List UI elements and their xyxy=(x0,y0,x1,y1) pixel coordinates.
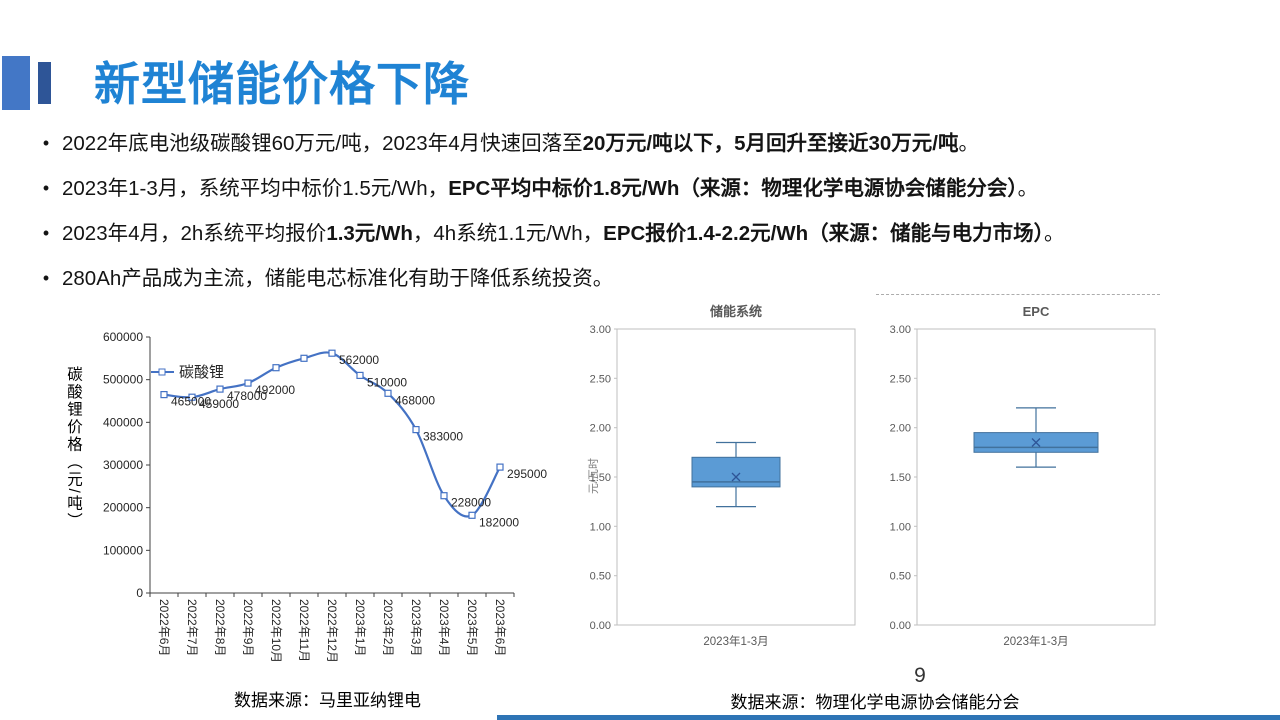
y-axis-labels: 0.00 0.50 1.00 1.50 2.00 2.50 3.00 xyxy=(590,324,611,632)
svg-text:0.50: 0.50 xyxy=(890,571,911,583)
svg-text:2022年10月: 2022年10月 xyxy=(269,599,283,663)
svg-text:2.50: 2.50 xyxy=(890,373,911,385)
svg-text:2022年6月: 2022年6月 xyxy=(157,599,171,656)
bullet-item: • 280Ah产品成为主流，储能电芯标准化有助于降低系统投资。 xyxy=(30,263,1270,294)
bullet-list: • 2022年底电池级碳酸锂60万元/吨，2023年4月快速回落至20万元/吨以下… xyxy=(30,128,1270,308)
lithium-source-caption: 数据来源：马里亚纳锂电 xyxy=(234,691,421,710)
svg-text:400000: 400000 xyxy=(103,415,143,429)
bullet-text: 2022年底电池级碳酸锂60万元/吨，2023年4月快速回落至20万元/吨以下，… xyxy=(62,132,980,155)
bullet-item: • 2022年底电池级碳酸锂60万元/吨，2023年4月快速回落至20万元/吨以下… xyxy=(30,128,1270,159)
svg-text:459000: 459000 xyxy=(199,397,239,411)
axis-ticks xyxy=(914,328,917,626)
legend: 碳酸锂 xyxy=(151,364,224,381)
svg-text:2.00: 2.00 xyxy=(890,423,911,435)
chart-placeholder-border xyxy=(876,294,1160,295)
axis-ticks xyxy=(614,328,617,626)
svg-text:300000: 300000 xyxy=(103,458,143,472)
svg-text:510000: 510000 xyxy=(367,375,407,389)
legend-label: 碳酸锂 xyxy=(179,364,224,381)
page-title: 新型储能价格下降 xyxy=(94,58,470,110)
boxplot-source-caption: 数据来源：物理化学电源协会储能分会 xyxy=(730,693,1020,712)
accent-bar-primary xyxy=(2,56,30,110)
bullet-item: • 2023年4月，2h系统平均报价1.3元/Wh，4h系统1.1元/Wh，EPC… xyxy=(30,218,1270,249)
svg-text:562000: 562000 xyxy=(339,353,379,367)
svg-text:2023年1月: 2023年1月 xyxy=(353,599,367,656)
bullet-text: 2023年1-3月，系统平均中标价1.5元/Wh，EPC平均中标价1.8元/Wh… xyxy=(62,177,1039,200)
bullet-item: • 2023年1-3月，系统平均中标价1.5元/Wh，EPC平均中标价1.8元/W… xyxy=(30,173,1270,204)
svg-text:2023年5月: 2023年5月 xyxy=(465,599,479,656)
svg-text:182000: 182000 xyxy=(479,515,519,529)
axis-ticks xyxy=(146,336,515,597)
whiskers xyxy=(716,441,756,508)
svg-text:295000: 295000 xyxy=(507,467,547,481)
chart-title: 储能系统 xyxy=(709,304,762,319)
chart-title: EPC xyxy=(1023,304,1050,319)
svg-text:465000: 465000 xyxy=(171,395,211,409)
svg-text:600000: 600000 xyxy=(103,330,143,344)
svg-text:2022年8月: 2022年8月 xyxy=(213,599,227,656)
bullet-marker: • xyxy=(42,133,50,153)
mean-marker xyxy=(731,472,741,482)
svg-text:3.00: 3.00 xyxy=(590,324,611,336)
svg-text:478000: 478000 xyxy=(227,389,267,403)
svg-text:2023年3月: 2023年3月 xyxy=(409,599,423,656)
mean-marker xyxy=(1031,438,1041,447)
svg-text:0: 0 xyxy=(136,586,143,600)
svg-text:2.50: 2.50 xyxy=(590,373,611,385)
lithium-price-chart: 0 100000 200000 300000 400000 500000 600000 202… xyxy=(103,330,547,663)
y-axis-title: 元/瓦时 xyxy=(587,458,600,494)
svg-text:2022年11月: 2022年11月 xyxy=(297,599,311,662)
bullet-marker: • xyxy=(42,178,50,198)
svg-text:228000: 228000 xyxy=(451,496,491,510)
svg-text:2023年6月: 2023年6月 xyxy=(493,599,507,656)
svg-text:0.00: 0.00 xyxy=(890,620,911,632)
x-category-label: 2023年1-3月 xyxy=(703,634,768,648)
svg-text:100000: 100000 xyxy=(103,543,143,557)
svg-text:383000: 383000 xyxy=(423,430,463,444)
accent-bar-secondary xyxy=(38,62,51,104)
epc-boxplot: 0.00 0.50 1.00 1.50 2.00 2.50 3.00 EPC 2023年1-3月 xyxy=(890,304,1156,648)
svg-text:1.00: 1.00 xyxy=(890,521,911,533)
lithium-y-axis-title: 碳酸锂价格（元/吨） xyxy=(65,366,82,530)
svg-text:200000: 200000 xyxy=(103,501,143,515)
svg-text:0.50: 0.50 xyxy=(590,571,611,583)
svg-text:3.00: 3.00 xyxy=(890,324,911,336)
bullet-marker: • xyxy=(42,223,50,243)
storage-system-boxplot: 0.00 0.50 1.00 1.50 2.00 2.50 3.00 储能系统 2023年1-3… xyxy=(587,304,856,648)
svg-text:2023年4月: 2023年4月 xyxy=(437,599,451,656)
page-number: 9 xyxy=(914,664,926,687)
svg-text:1.50: 1.50 xyxy=(890,472,911,484)
y-axis-labels: 0.00 0.50 1.00 1.50 2.00 2.50 3.00 xyxy=(890,324,911,632)
bullet-text: 280Ah产品成为主流，储能电芯标准化有助于降低系统投资。 xyxy=(62,267,614,290)
svg-text:500000: 500000 xyxy=(103,373,143,387)
bottom-accent-bar xyxy=(497,715,1280,720)
svg-text:1.50: 1.50 xyxy=(590,472,611,484)
svg-text:468000: 468000 xyxy=(395,393,435,407)
svg-text:2.00: 2.00 xyxy=(590,423,611,435)
svg-text:492000: 492000 xyxy=(255,383,295,397)
bullet-marker: • xyxy=(42,268,50,288)
svg-text:2023年2月: 2023年2月 xyxy=(381,599,395,656)
series-markers xyxy=(160,349,504,519)
bullet-text: 2023年4月，2h系统平均报价1.3元/Wh，4h系统1.1元/Wh，EPC报… xyxy=(62,222,1065,245)
svg-text:0.00: 0.00 xyxy=(590,620,611,632)
svg-text:2022年12月: 2022年12月 xyxy=(325,599,339,663)
y-axis-labels: 0 100000 200000 300000 400000 500000 600000 xyxy=(103,330,143,600)
whiskers xyxy=(1016,407,1056,468)
svg-text:2022年7月: 2022年7月 xyxy=(185,599,199,656)
x-axis-labels: 2022年6月 2022年7月 2022年8月 2022年9月 2022年10月 2022… xyxy=(157,599,507,663)
plot-border xyxy=(916,328,1156,626)
svg-text:1.00: 1.00 xyxy=(590,521,611,533)
x-category-label: 2023年1-3月 xyxy=(1003,634,1068,648)
svg-text:2022年9月: 2022年9月 xyxy=(241,599,255,656)
